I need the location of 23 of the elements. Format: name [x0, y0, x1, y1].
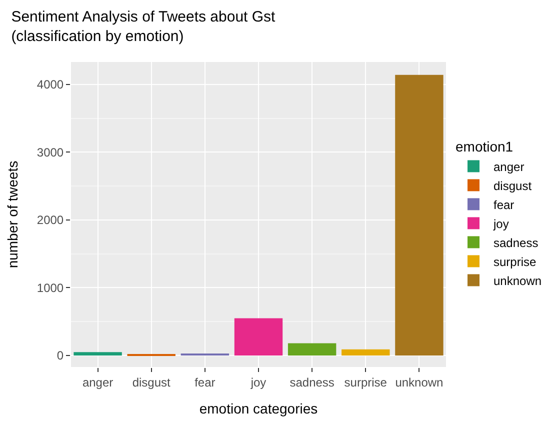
x-tick-label: disgust: [132, 375, 172, 390]
legend-title: emotion1: [456, 138, 514, 155]
legend-label: anger: [494, 160, 524, 174]
y-axis-title: number of tweets: [4, 160, 20, 268]
x-axis-title: emotion categories: [199, 400, 318, 417]
legend-label: joy: [492, 216, 509, 231]
y-tick-label: 4000: [36, 78, 64, 92]
chart-title: Sentiment Analysis of Tweets about Gst (classification by emotion): [11, 8, 276, 45]
legend-label: sadness: [494, 236, 538, 250]
x-tick-label: fear: [194, 375, 216, 390]
legend-label: disgust: [494, 178, 532, 193]
y-tick-label: 1000: [36, 280, 64, 295]
legend-label: fear: [494, 198, 514, 212]
y-tick-label: 2000: [36, 213, 64, 228]
legend-label: surprise: [494, 254, 537, 269]
y-tick-label: 0: [56, 348, 64, 363]
x-tick-label: surprise: [344, 375, 388, 390]
x-tick-label: sadness: [290, 375, 334, 390]
x-tick-label: joy: [250, 375, 266, 390]
legend-label: unknown: [494, 274, 542, 288]
x-tick-label: unknown: [395, 375, 444, 390]
x-tick-label: anger: [82, 375, 114, 390]
y-tick-label: 3000: [36, 145, 64, 160]
